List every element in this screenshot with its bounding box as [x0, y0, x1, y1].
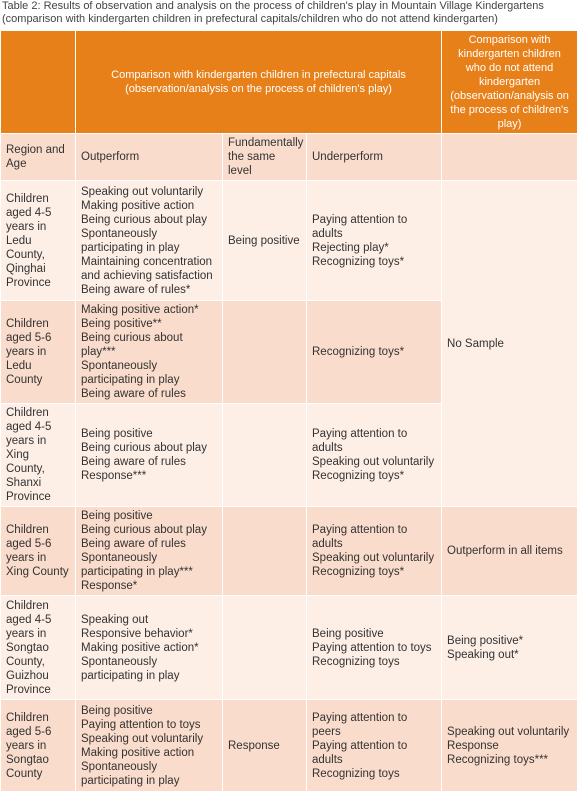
cell-underperform: Paying attention to adults Speaking out …: [307, 507, 442, 596]
col-header-underperform: Underperform: [307, 134, 442, 181]
cell-same: Response: [223, 700, 307, 792]
cell-region: Children aged 5-6 years in Xing County: [1, 507, 76, 596]
header-prefectural: Comparison with kindergarten children in…: [76, 31, 442, 134]
table-row: Children aged 4-5 years in Ledu County, …: [1, 181, 577, 301]
table-row: Children aged 4-5 years in Songtao Count…: [1, 596, 577, 700]
cell-outperform: Being positive Paying attention to toys …: [76, 700, 223, 792]
table-row: Children aged 5-6 years in Songtao Count…: [1, 700, 577, 792]
cell-underperform: Recognizing toys*: [307, 301, 442, 404]
cell-no-sample: No Sample: [442, 181, 577, 507]
cell-same: [223, 404, 307, 507]
cell-underperform: Paying attention to adults Rejecting pla…: [307, 181, 442, 301]
cell-region: Children aged 5-6 years in Songtao Count…: [1, 700, 76, 792]
cell-comparison: Speaking out voluntarily Response Recogn…: [442, 700, 577, 792]
results-table: Comparison with kindergarten children in…: [0, 30, 577, 792]
cell-underperform: Being positive Paying attention to toys …: [307, 596, 442, 700]
cell-region: Children aged 4-5 years in Songtao Count…: [1, 596, 76, 700]
cell-underperform: Paying attention to adults Speaking out …: [307, 404, 442, 507]
col-header-same: Fundamentally the same level: [223, 134, 307, 181]
header-corner: [1, 31, 76, 134]
cell-same: [223, 596, 307, 700]
cell-underperform: Paying attention to peers Paying attenti…: [307, 700, 442, 792]
cell-region: Children aged 4-5 years in Ledu County, …: [1, 181, 76, 301]
cell-comparison: Being positive* Speaking out*: [442, 596, 577, 700]
table-row: Children aged 5-6 years in Xing County B…: [1, 507, 577, 596]
header-no-kindergarten: Comparison with kindergarten children wh…: [442, 31, 577, 134]
cell-region: Children aged 4-5 years in Xing County, …: [1, 404, 76, 507]
cell-same: Being positive: [223, 181, 307, 301]
col-header-outperform: Outperform: [76, 134, 223, 181]
cell-outperform: Being positive Being curious about play …: [76, 404, 223, 507]
cell-outperform: Being positive Being curious about play …: [76, 507, 223, 596]
cell-outperform: Speaking out voluntarily Making positive…: [76, 181, 223, 301]
table-caption: Table 2: Results of observation and anal…: [2, 0, 576, 26]
cell-region: Children aged 5-6 years in Ledu County: [1, 301, 76, 404]
cell-same: [223, 507, 307, 596]
cell-outperform: Making positive action* Being positive**…: [76, 301, 223, 404]
col-header-comparison: [442, 134, 577, 181]
cell-outperform: Speaking out Responsive behavior* Making…: [76, 596, 223, 700]
cell-same: [223, 301, 307, 404]
cell-comparison: Outperform in all items: [442, 507, 577, 596]
col-header-region: Region and Age: [1, 134, 76, 181]
